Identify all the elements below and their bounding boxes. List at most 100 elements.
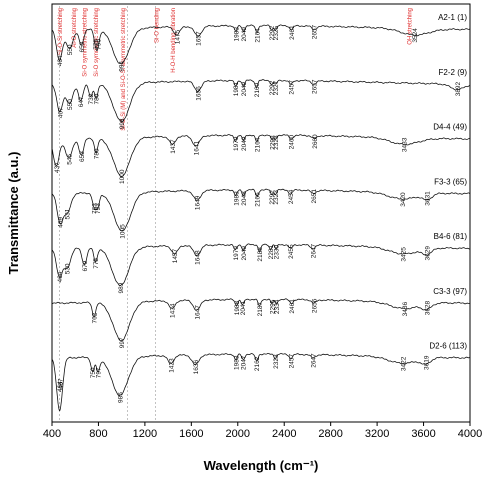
peak-label: 3892 — [455, 81, 462, 96]
series-name: B4-6 (81) — [434, 232, 468, 241]
plot-frame — [51, 3, 471, 423]
peak-label: 2657 — [312, 24, 319, 39]
peak-label: 2188 — [257, 247, 264, 262]
peak-label: 750 — [90, 367, 97, 378]
band-annotation: OH stretching — [408, 8, 414, 45]
peak-label: 1647 — [194, 305, 201, 320]
peak-label: 2166 — [255, 192, 262, 207]
peak-label: 2660 — [312, 134, 319, 149]
peak-label: 2647 — [310, 353, 317, 368]
peak-label: 3619 — [423, 355, 430, 370]
x-tick-label: 1200 — [133, 428, 157, 440]
peak-label: 464 — [57, 381, 64, 392]
spectrum-line — [51, 24, 471, 64]
x-tick-label: 2000 — [226, 428, 250, 440]
x-tick-label: 4000 — [458, 428, 482, 440]
peak-label: 793 — [95, 203, 102, 214]
peak-label: 531 — [65, 208, 72, 219]
peak-label: 2461 — [289, 299, 296, 314]
peak-label: 1657 — [195, 31, 202, 46]
peak-label: 467 — [57, 107, 64, 118]
peak-label: 2455 — [288, 244, 295, 259]
peak-label: 989 — [118, 282, 125, 293]
band-annotation: Si-O symmetric stretching — [94, 8, 100, 77]
peak-label: 2049 — [241, 81, 248, 96]
peak-label: 653 — [79, 151, 86, 162]
x-tick-label: 3600 — [411, 428, 435, 440]
peak-label: 2293 — [269, 135, 276, 150]
series-name: F2-2 (9) — [439, 68, 468, 77]
spectrum-line — [51, 298, 471, 342]
peak-label: 464 — [57, 55, 64, 66]
peak-label: 2292 — [269, 80, 276, 95]
band-annotation: Si-O symmetric stretching — [83, 8, 89, 77]
x-axis-title: Wavelength (cm⁻¹) — [204, 458, 319, 473]
peak-label: 467 — [57, 378, 64, 389]
peak-label: 2162 — [254, 356, 261, 371]
series-name: D2-6 (113) — [429, 342, 467, 351]
peak-label: 1636 — [193, 360, 200, 375]
peak-label: 1983 — [233, 355, 240, 370]
peak-label: 2292 — [269, 190, 276, 205]
peak-label: 2047 — [241, 355, 248, 370]
peak-label: 732 — [88, 93, 95, 104]
peak-label: 2327 — [273, 80, 280, 95]
peak-label: 3631 — [425, 191, 432, 206]
peak-label: 3436 — [402, 302, 409, 317]
peak-label: 2048 — [241, 191, 248, 206]
peak-label: 775 — [93, 258, 100, 269]
peak-label: 647 — [78, 96, 85, 107]
peak-label: 2460 — [289, 135, 296, 150]
x-tick-label: 800 — [89, 428, 107, 440]
peak-label: 2049 — [241, 27, 248, 42]
peak-label: 2295 — [270, 299, 277, 314]
spectrum-line — [51, 352, 471, 412]
peak-label: 1983 — [233, 27, 240, 42]
peak-label: 762 — [92, 312, 99, 323]
peak-label: 2334 — [274, 299, 281, 314]
peak-label: 763 — [92, 203, 99, 214]
peak-label: 2187 — [257, 302, 264, 317]
peak-label: 2049 — [241, 246, 248, 261]
peak-label: 3420 — [400, 192, 407, 207]
guide-lines — [59, 6, 156, 422]
peak-label: 780 — [94, 93, 101, 104]
peak-label: 2647 — [310, 243, 317, 258]
band-annotation: H-O-H bending vibration — [171, 8, 177, 73]
series-name: F3-3 (65) — [434, 177, 467, 186]
peak-label: 2656 — [311, 298, 318, 313]
x-tick-label: 2800 — [318, 428, 342, 440]
peak-label: 469 — [58, 216, 65, 227]
peak-label: 2461 — [289, 25, 296, 40]
peak-label: 2323 — [273, 135, 280, 150]
peak-label: 997 — [119, 337, 126, 348]
peak-label: 679 — [82, 260, 89, 271]
x-tick-label: 1600 — [179, 428, 203, 440]
peak-label: 1981 — [233, 81, 240, 96]
band-annotation: Si-O-Si (M) and Si-O-Si asymmetric stret… — [121, 8, 127, 131]
peak-label: 2454 — [288, 189, 295, 204]
peak-label: 545 — [66, 154, 73, 165]
peak-label: 1979 — [233, 246, 240, 261]
peak-label: 1988 — [234, 300, 241, 315]
peak-label: 2457 — [288, 80, 295, 95]
series-name: D4-4 (49) — [433, 123, 467, 132]
peak-label: 994 — [118, 61, 125, 72]
peak-label: 2041 — [240, 300, 247, 315]
peak-label: 2325 — [273, 26, 280, 41]
spectrum-line — [51, 134, 471, 178]
peak-label: 1979 — [233, 136, 240, 151]
band-annotation: Al-O stretching — [72, 8, 78, 48]
peak-label: 437 — [54, 162, 61, 173]
peak-label: 1648 — [194, 250, 201, 265]
peak-label: 1000 — [119, 169, 126, 184]
x-tick-label: 400 — [43, 428, 61, 440]
peak-label: 780 — [94, 148, 101, 159]
peak-label: 1983 — [233, 191, 240, 206]
peak-label: 1641 — [194, 141, 201, 156]
